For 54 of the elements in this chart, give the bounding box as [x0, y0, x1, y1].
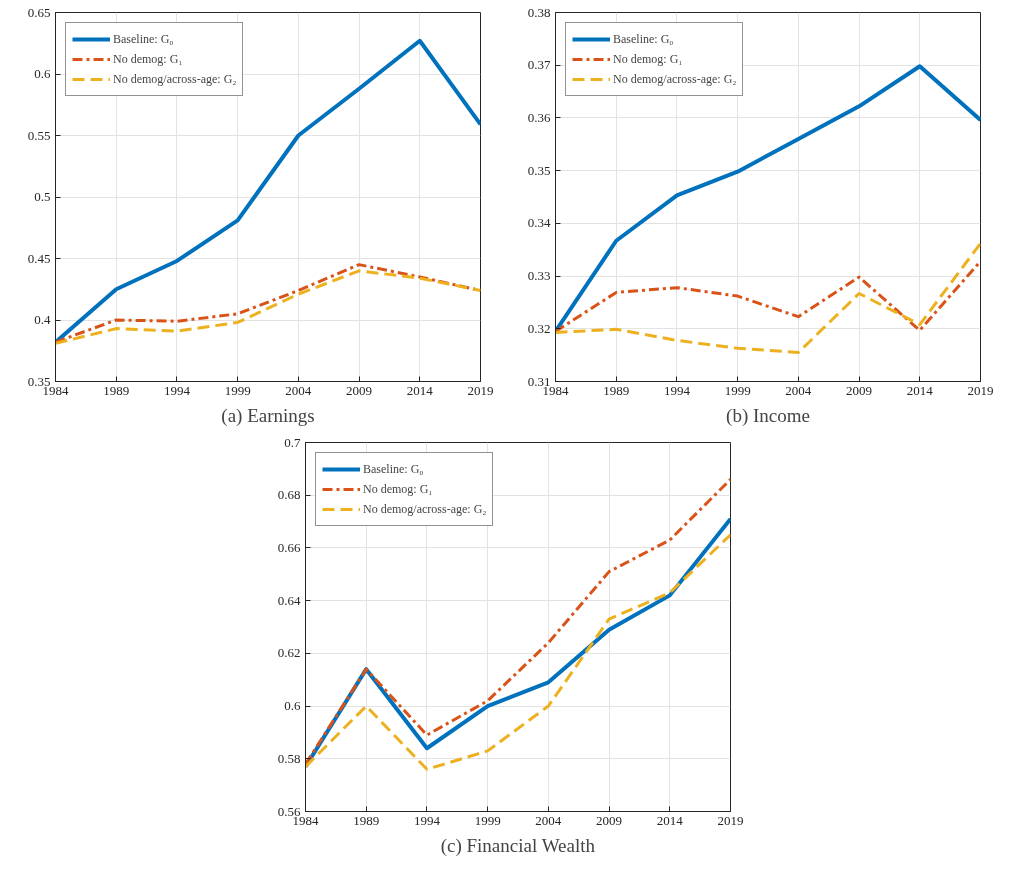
x-tick-label: 1994 [663, 382, 691, 398]
y-tick-label: 0.34 [527, 215, 551, 231]
y-tick-label: 0.58 [277, 750, 301, 766]
x-tick-label: 1989 [603, 382, 630, 398]
legend-label: No demog/across-age: G₂ [113, 71, 237, 87]
y-tick-label: 0.7 [284, 434, 301, 450]
x-tick-label: 1994 [413, 812, 441, 828]
y-tick-label: 0.33 [527, 268, 551, 284]
x-tick-label: 2014 [406, 382, 434, 398]
x-tick-label: 2019 [717, 812, 744, 828]
x-tick-label: 2004 [535, 812, 562, 828]
y-tick-label: 0.64 [277, 592, 301, 608]
y-tick-label: 0.37 [527, 57, 551, 73]
text: (b) Income [726, 404, 810, 427]
text: (c) Financial Wealth [440, 834, 596, 857]
legend-label: Baseline: G₀ [113, 31, 174, 47]
x-tick-label: 1994 [163, 382, 191, 398]
y-tick-label: 0.55 [27, 127, 51, 143]
x-tick-label: 1999 [724, 382, 751, 398]
legend-label: Baseline: G₀ [613, 31, 674, 47]
x-tick-label: 2014 [906, 382, 934, 398]
x-tick-label: 1989 [353, 812, 380, 828]
y-tick-label: 0.35 [527, 162, 551, 178]
y-tick-label: 0.68 [277, 487, 301, 503]
legend-label: Baseline: G₀ [363, 461, 424, 477]
y-tick-label: 0.6 [284, 698, 301, 714]
x-tick-label: 2009 [346, 382, 373, 398]
line-series [555, 241, 981, 355]
x-tick-label: 1999 [224, 382, 251, 398]
legend-label: No demog/across-age: G₂ [363, 501, 487, 517]
legend-label: No demog: G₁ [613, 51, 683, 67]
y-tick-label: 0.32 [527, 320, 551, 336]
x-tick-label: 2009 [846, 382, 873, 398]
x-tick-label: 2019 [467, 382, 494, 398]
text: (a) Earnings [221, 404, 315, 427]
legend-label: No demog: G₁ [113, 51, 183, 67]
y-tick-label: 0.36 [527, 109, 551, 125]
x-tick-label: 2009 [596, 812, 623, 828]
y-tick-label: 0.65 [27, 4, 51, 20]
x-tick-label: 1999 [474, 812, 501, 828]
x-tick-label: 1989 [103, 382, 130, 398]
y-tick-label: 0.6 [34, 66, 51, 81]
y-tick-label: 0.66 [277, 539, 301, 555]
x-tick-label: 2004 [285, 382, 312, 398]
y-tick-label: 0.4 [34, 312, 51, 327]
legend-label: No demog/across-age: G₂ [613, 71, 737, 87]
x-tick-label: 2004 [785, 382, 812, 398]
y-tick-label: 0.62 [277, 645, 301, 661]
x-tick-label: 2019 [967, 382, 994, 398]
y-tick-label: 0.5 [34, 189, 51, 204]
x-tick-label: 2014 [656, 812, 684, 828]
y-tick-label: 0.45 [27, 250, 51, 266]
y-tick-label: 0.38 [527, 4, 551, 20]
legend-label: No demog: G₁ [363, 481, 433, 497]
